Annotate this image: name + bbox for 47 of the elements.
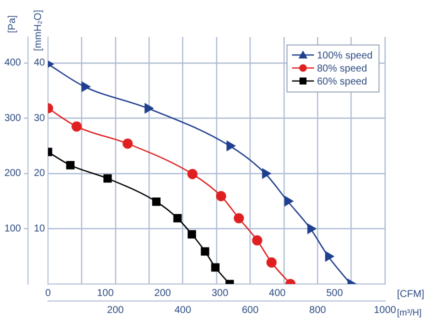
point <box>226 140 236 151</box>
point <box>188 230 196 238</box>
point <box>187 168 198 180</box>
x-tick-label: 500 <box>326 288 344 299</box>
legend-label: 100% speed <box>317 50 373 62</box>
point <box>216 190 226 202</box>
point <box>325 251 334 262</box>
y-tick-label: 200 <box>4 168 22 180</box>
y-tick-label: 400 <box>4 58 22 69</box>
point <box>211 263 220 272</box>
y-tick-label: 300 <box>4 112 22 124</box>
point <box>284 196 294 206</box>
point <box>122 138 133 149</box>
x-tick-label: 0 <box>45 288 52 299</box>
y2-tick-label: 40 <box>34 58 46 69</box>
point <box>252 235 262 246</box>
y2-tick-label: 20 <box>34 168 46 180</box>
point <box>103 174 112 183</box>
x2-tick-label: 400 <box>174 304 192 316</box>
point <box>173 214 182 222</box>
y2-axis-title: [mmH₂O] <box>32 10 44 51</box>
point <box>82 82 90 92</box>
x-tick-label: 200 <box>154 288 172 299</box>
y-axis-title: [Pa] <box>6 14 18 33</box>
point <box>200 247 210 256</box>
x-tick-label: 400 <box>268 288 286 299</box>
y2-tick-label: 10 <box>34 223 46 234</box>
x2-tick-label: 1000 <box>374 304 397 316</box>
x-tick-label: 300 <box>212 288 229 299</box>
x2-tick-label: 800 <box>309 304 326 316</box>
point <box>307 224 316 234</box>
legend-label: 60% speed <box>317 76 368 88</box>
point <box>266 257 277 268</box>
point <box>66 161 75 170</box>
point <box>234 213 244 224</box>
point <box>72 121 82 132</box>
point <box>152 197 161 206</box>
y2-tick-label: 30 <box>34 112 46 124</box>
x-axis-title: [CFM] <box>397 288 424 300</box>
x2-axis-title: [m³/H] <box>397 307 422 318</box>
y-tick-label: 100 <box>4 223 22 234</box>
legend-label: 80% speed <box>317 63 368 74</box>
x-tick-label: 100 <box>96 288 114 299</box>
x2-tick-label: 600 <box>242 304 259 316</box>
point <box>144 103 154 114</box>
point <box>262 168 271 178</box>
x2-tick-label: 200 <box>107 304 124 316</box>
